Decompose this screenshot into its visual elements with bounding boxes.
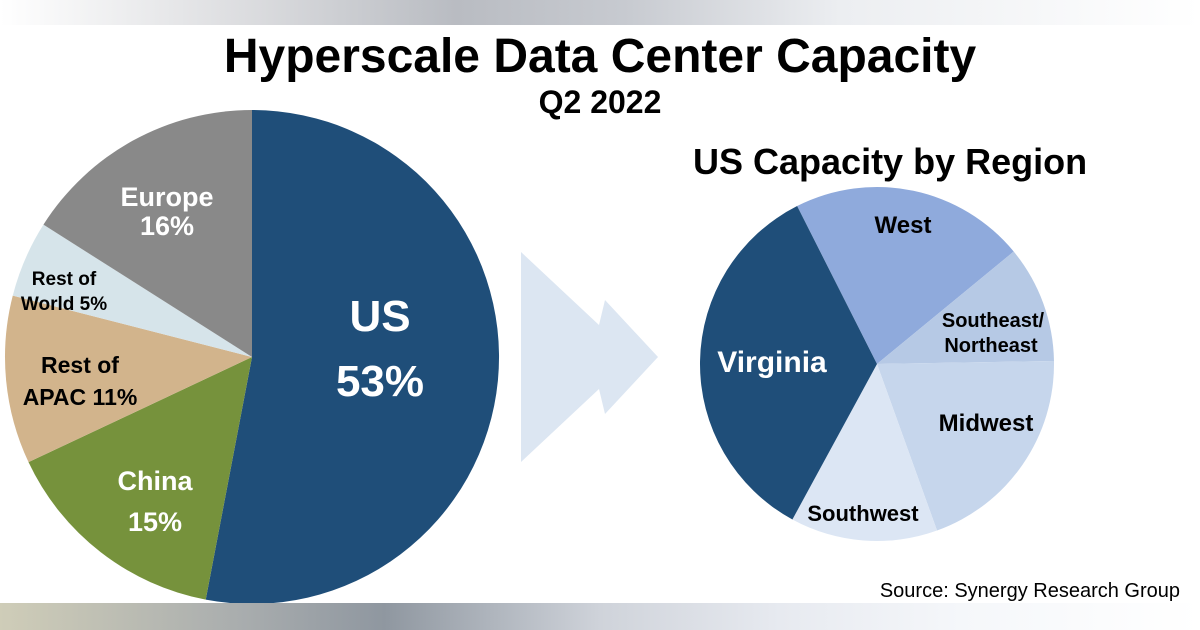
svg-text:Southwest: Southwest	[807, 501, 919, 526]
svg-text:Virginia: Virginia	[717, 346, 827, 379]
svg-text:APAC 11%: APAC 11%	[23, 384, 138, 410]
svg-text:Rest of: Rest of	[41, 352, 119, 378]
svg-text:Midwest: Midwest	[939, 410, 1034, 437]
svg-text:World 5%: World 5%	[21, 294, 107, 315]
svg-text:Northeast: Northeast	[944, 335, 1038, 357]
svg-text:16%: 16%	[140, 211, 194, 241]
svg-text:China: China	[117, 466, 193, 496]
svg-text:53%: 53%	[336, 357, 424, 406]
svg-text:Europe: Europe	[120, 182, 213, 212]
svg-text:15%: 15%	[128, 507, 182, 537]
svg-text:Rest of: Rest of	[32, 269, 97, 290]
svg-text:US: US	[349, 292, 410, 341]
svg-text:Southeast/: Southeast/	[942, 310, 1045, 332]
svg-text:West: West	[875, 212, 932, 239]
